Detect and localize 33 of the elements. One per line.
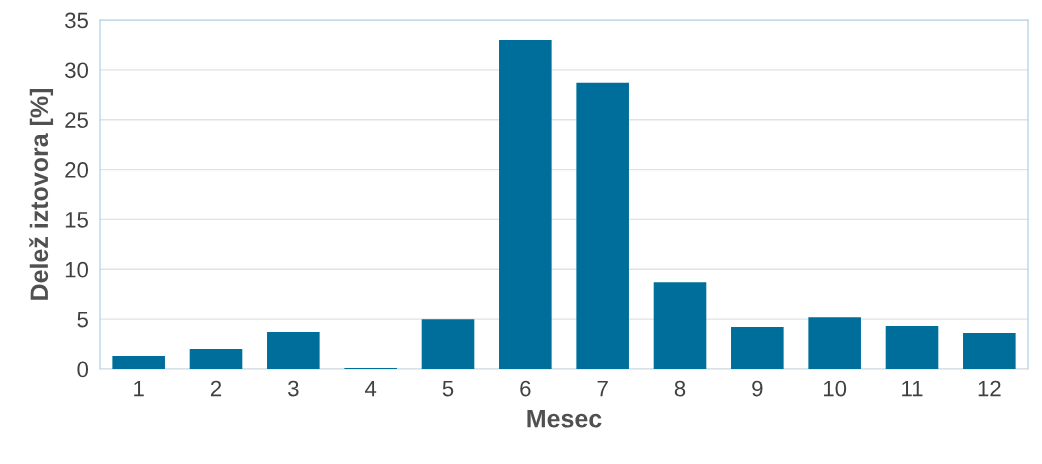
bar [885,326,939,369]
y-tick-label: 10 [65,261,89,278]
bar [421,319,475,369]
x-tick-label: 5 [442,380,454,397]
x-tick-label: 12 [978,380,1001,397]
y-tick-label: 25 [65,112,88,128]
x-tick-label: 11 [902,380,923,397]
x-axis-title: Mesec [527,410,602,428]
y-tick-label: 15 [65,212,88,228]
bar [808,317,861,369]
bar [112,356,165,369]
bar [963,333,1016,369]
bar [267,332,320,369]
x-tick-label: 2 [210,380,222,397]
y-tick-label: 0 [77,361,89,378]
y-tick-label: 35 [65,12,88,29]
x-tick-label: 1 [134,380,144,397]
y-tick-label: 30 [65,62,89,79]
x-tick-label: 3 [288,380,299,397]
bar [653,282,707,369]
y-tick-label: 5 [77,311,88,328]
x-tick-label: 9 [752,380,763,397]
x-tick-label: 8 [674,380,686,397]
x-tick-label: 6 [520,380,531,397]
bar [189,349,243,369]
bar [576,82,629,369]
y-axis-title: Delež iztovora [%] [29,88,54,300]
bar [731,327,784,369]
bar [499,39,552,369]
x-tick-label: 7 [597,380,608,397]
x-tick-label: 10 [824,380,847,397]
x-tick-label: 4 [365,380,377,397]
y-tick-label: 20 [65,162,89,178]
